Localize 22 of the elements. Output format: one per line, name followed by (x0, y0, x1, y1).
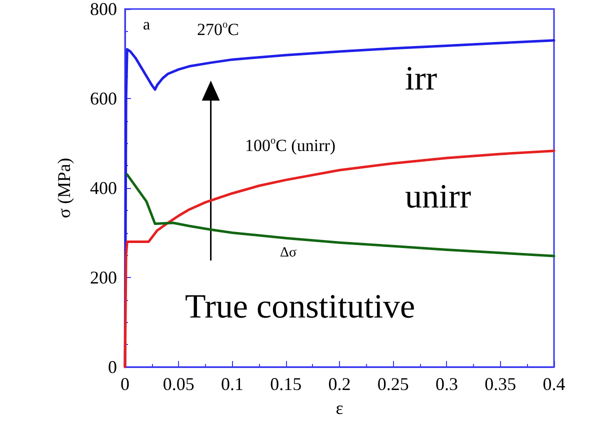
y-tick-label: 400 (90, 178, 117, 198)
y-tick-label: 200 (90, 268, 117, 288)
annotation: unirr (405, 178, 472, 216)
x-tick-label: 0.4 (542, 374, 566, 394)
y-tick-label: 0 (108, 357, 117, 377)
x-axis-title: ε (336, 398, 344, 418)
y-tick-label: 800 (90, 0, 117, 19)
line-series (126, 173, 556, 258)
x-tick-label: 0.05 (162, 374, 194, 394)
annotation: Δσ (280, 246, 298, 260)
x-tick-label: 0.35 (484, 374, 516, 394)
x-tick-label: 0 (120, 374, 130, 394)
y-axis-title: σ (MPa) (54, 158, 74, 218)
annotation: irr (405, 60, 438, 98)
x-tick-label: 0.1 (221, 374, 244, 394)
annotation: a (143, 16, 150, 34)
annotation: True constitutive (185, 288, 416, 326)
y-tick-label: 600 (90, 88, 117, 108)
x-tick-label: 0.25 (377, 374, 409, 394)
x-tick-label: 0.15 (270, 374, 302, 394)
x-tick-label: 0.3 (436, 374, 458, 394)
x-tick-label: 0.2 (328, 374, 351, 394)
